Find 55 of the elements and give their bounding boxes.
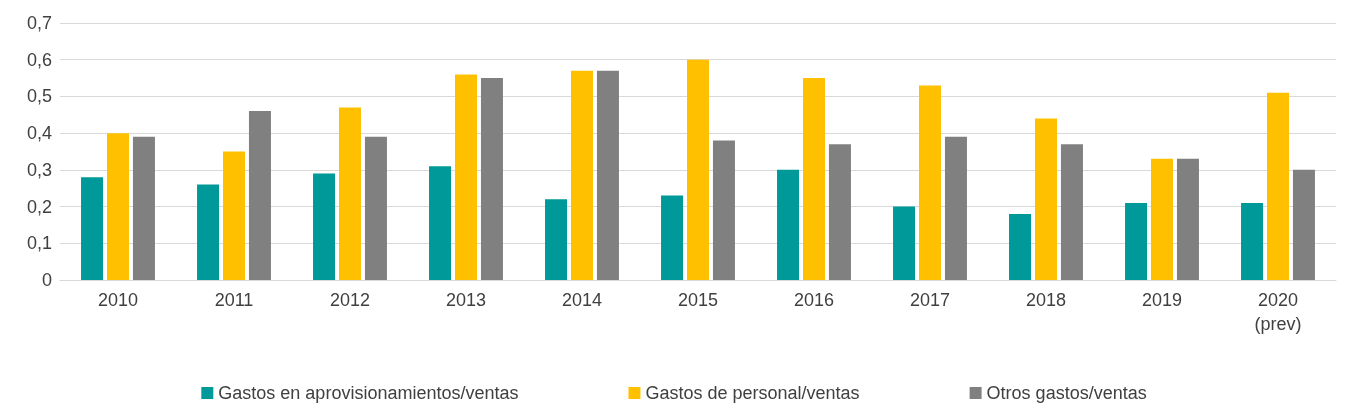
bar (197, 184, 220, 280)
x-tick-label: 2017 (909, 290, 951, 310)
bar (1241, 202, 1264, 280)
legend-label: Otros gastos/ventas (986, 383, 1147, 403)
bar (1009, 213, 1032, 280)
bar (803, 78, 825, 280)
x-tick-label: 2019 (1141, 290, 1183, 310)
x-tick-label: 2010 (97, 290, 139, 310)
y-tick-label: 0,3 (26, 159, 52, 180)
bar (81, 177, 104, 280)
x-tick-label: 2013 (445, 290, 487, 310)
bar (313, 173, 336, 280)
bar (944, 136, 967, 280)
bar (777, 169, 800, 280)
x-tick-label: 2015 (677, 290, 719, 310)
bar (1151, 158, 1173, 280)
bar (248, 111, 271, 280)
bar (429, 166, 452, 280)
bar (545, 199, 568, 280)
bar (661, 195, 684, 280)
x-tick-label: 2011 (214, 290, 254, 310)
bar (480, 78, 503, 280)
y-tick-label: 0,4 (26, 123, 52, 144)
bar (828, 144, 851, 280)
legend-label: Gastos en aprovisionamientos/ventas (218, 383, 519, 403)
bar (364, 136, 387, 280)
legend-label: Gastos de personal/ventas (645, 383, 860, 403)
bar (107, 133, 129, 280)
x-tick-label: 2020 (prev) (1254, 290, 1302, 334)
x-tick-label: 2014 (561, 290, 603, 310)
x-tick-label: 2016 (793, 290, 835, 310)
bar (339, 107, 361, 280)
bar (687, 59, 709, 280)
bar (919, 85, 941, 280)
bar (893, 206, 916, 280)
bar (571, 70, 593, 280)
bar (1125, 202, 1148, 280)
bar (455, 74, 477, 280)
bar (712, 140, 735, 280)
bar (1176, 158, 1199, 280)
x-tick-label: 2018 (1025, 290, 1067, 310)
bar (1035, 118, 1057, 280)
bar (1267, 92, 1289, 280)
y-tick-label: 0,7 (26, 13, 52, 33)
bar (132, 136, 155, 280)
y-tick-label: 0,1 (26, 233, 52, 254)
y-tick-label: 0,5 (26, 86, 52, 107)
y-tick-label: 0 (41, 270, 52, 290)
x-tick-label: 2012 (329, 290, 371, 310)
y-tick-label: 0,6 (26, 49, 52, 70)
bar (223, 151, 245, 280)
y-tick-label: 0,2 (26, 196, 52, 217)
bar (596, 70, 619, 280)
bar (1292, 169, 1315, 280)
bar (1060, 144, 1083, 280)
